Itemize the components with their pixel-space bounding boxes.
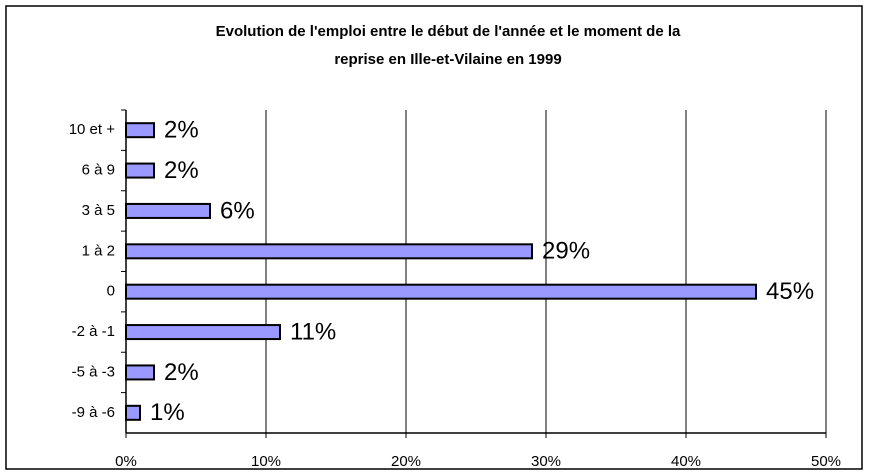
bar: [125, 122, 155, 139]
value-label: 2%: [164, 117, 199, 144]
bar: [125, 404, 141, 421]
value-label: 11%: [290, 318, 336, 345]
value-label: 6%: [220, 197, 255, 224]
bar: [125, 162, 155, 179]
y-tick-label: -9 à -6: [72, 404, 115, 421]
value-label: 1%: [150, 399, 185, 426]
chart-title: reprise en Ille-et-Vilaine en 1999: [334, 51, 561, 68]
y-tick-label: -2 à -1: [72, 323, 115, 340]
y-tick-label: 1 à 2: [82, 242, 115, 259]
bar: [125, 202, 211, 219]
x-tick-label: 0%: [115, 453, 137, 470]
bar: [125, 283, 757, 300]
value-label: 29%: [542, 238, 590, 265]
bar: [125, 243, 533, 260]
chart-title: Evolution de l'emploi entre le début de …: [216, 23, 681, 40]
x-tick-label: 10%: [251, 453, 281, 470]
y-tick-label: 6 à 9: [82, 162, 115, 179]
value-label: 2%: [164, 359, 199, 386]
x-tick-label: 30%: [531, 453, 561, 470]
x-tick-label: 40%: [671, 453, 701, 470]
x-tick-label: 20%: [391, 453, 421, 470]
chart-frame: [5, 5, 863, 470]
bar: [125, 324, 281, 341]
y-tick-label: 10 et +: [69, 121, 116, 138]
y-tick-label: -5 à -3: [72, 363, 115, 380]
bar: [125, 364, 155, 381]
value-label: 45%: [766, 278, 814, 305]
value-label: 2%: [164, 157, 199, 184]
y-tick-label: 3 à 5: [82, 202, 115, 219]
y-tick-label: 0: [107, 283, 115, 300]
x-tick-label: 50%: [811, 453, 841, 470]
